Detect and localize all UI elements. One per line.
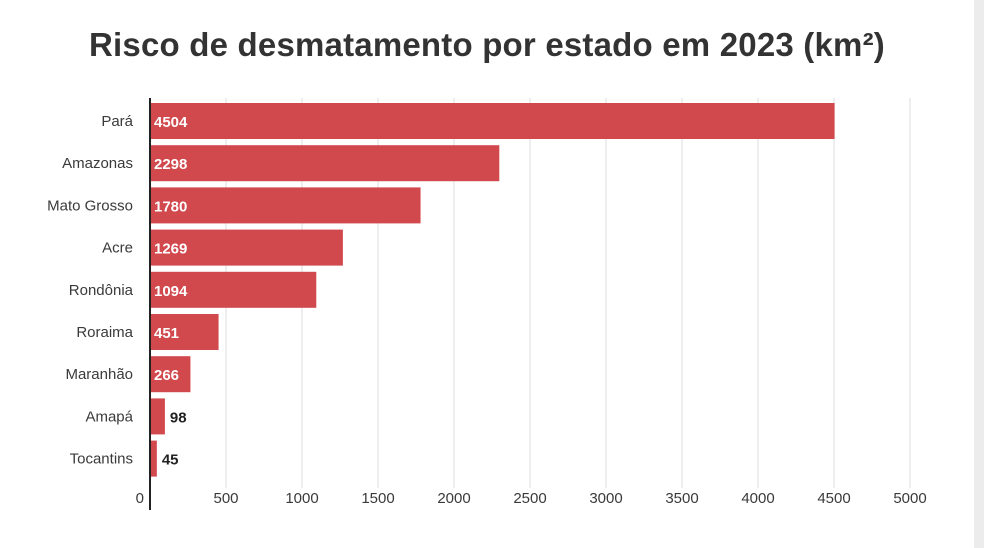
value-label: 1269 — [154, 241, 187, 258]
bar-maranhão — [150, 356, 191, 393]
value-label: 2298 — [154, 156, 187, 173]
category-label: Maranhão — [65, 366, 133, 383]
x-tick-label: 500 — [213, 490, 238, 507]
bars — [150, 103, 835, 477]
chart-title: Risco de desmatamento por estado em 2023… — [89, 26, 885, 63]
category-label: Amapá — [85, 408, 133, 425]
category-label: Pará — [101, 113, 133, 130]
bar-amapá — [150, 398, 165, 435]
x-tick-label: 3000 — [589, 490, 622, 507]
x-tick-label: 1000 — [285, 490, 318, 507]
value-label: 1094 — [154, 283, 188, 300]
x-tick-label: 4000 — [741, 490, 774, 507]
category-label: Roraima — [76, 324, 133, 341]
x-tick-label: 3500 — [665, 490, 698, 507]
bar-acre — [150, 229, 343, 266]
category-label: Mato Grosso — [47, 197, 133, 214]
x-tick-label: 1500 — [361, 490, 394, 507]
category-label: Amazonas — [62, 155, 133, 172]
value-label: 4504 — [154, 114, 188, 131]
value-label: 98 — [170, 409, 187, 426]
labels: 0 500 1000 1500 2000 2500 3000 3500 4000 4500 5000… — [47, 113, 927, 507]
bar-mato-grosso — [150, 187, 421, 224]
value-label: 451 — [154, 325, 179, 342]
x-tick-label: 2000 — [437, 490, 470, 507]
x-tick-label: 4500 — [817, 490, 850, 507]
page-edge-strip — [974, 0, 984, 548]
bar-amazonas — [150, 145, 500, 182]
value-label: 266 — [154, 367, 179, 384]
value-label: 1780 — [154, 198, 187, 215]
x-tick-label: 2500 — [513, 490, 546, 507]
x-tick-label: 5000 — [893, 490, 926, 507]
bar-rondônia — [150, 271, 317, 308]
bar-roraima — [150, 314, 219, 350]
bar-pará — [150, 103, 835, 139]
bar-tocantins — [150, 440, 157, 477]
x-tick-label: 0 — [136, 490, 144, 507]
category-label: Tocantins — [70, 451, 133, 468]
category-label: Acre — [102, 240, 133, 257]
category-label: Rondônia — [69, 282, 134, 299]
value-label: 45 — [162, 452, 179, 469]
